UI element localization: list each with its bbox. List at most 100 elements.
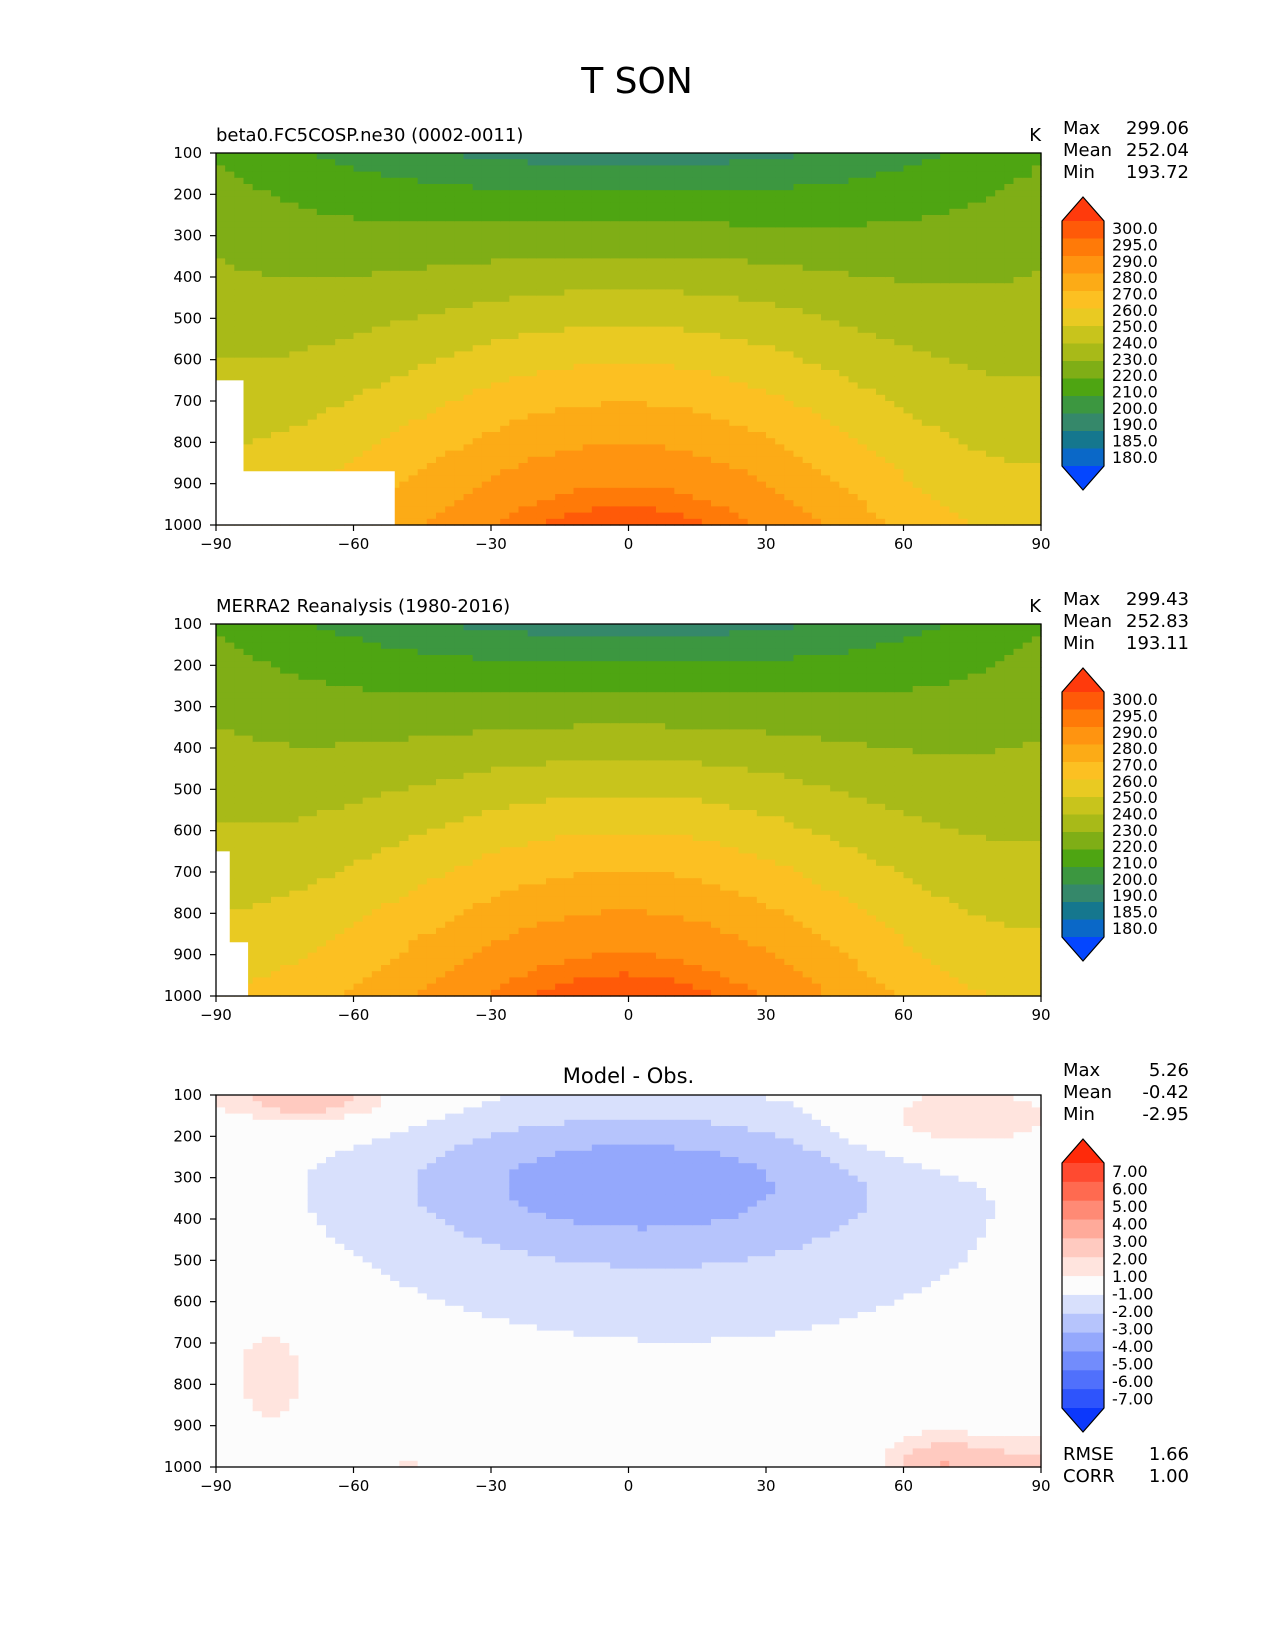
heatmap-cell	[921, 326, 932, 334]
heatmap-cell	[500, 388, 510, 396]
heatmap-cell	[399, 339, 410, 346]
heatmap-cell	[811, 159, 822, 166]
heatmap-cell	[711, 394, 721, 402]
heatmap-cell	[876, 320, 886, 328]
heatmap-cell	[536, 370, 547, 377]
heatmap-cell	[564, 388, 575, 396]
heatmap-cell	[665, 153, 675, 160]
heatmap-cell	[940, 289, 950, 297]
heatmap-cell	[656, 351, 666, 359]
heatmap-cell	[637, 432, 648, 439]
heatmap-cell	[738, 456, 749, 464]
heatmap-cell	[949, 357, 960, 365]
heatmap-cell	[756, 345, 767, 352]
heatmap-cell	[747, 469, 758, 476]
heatmap-cell	[371, 190, 382, 197]
heatmap-cell	[857, 351, 868, 359]
heatmap-cell	[445, 258, 455, 266]
heatmap-cell	[298, 215, 309, 222]
heatmap-cell	[967, 401, 978, 408]
heatmap-cell	[463, 159, 474, 166]
heatmap-cell	[353, 407, 364, 414]
heatmap-cell	[701, 469, 712, 476]
heatmap-cell	[848, 239, 859, 247]
heatmap-cell	[921, 475, 932, 483]
heatmap-cell	[610, 153, 620, 160]
heatmap-cell	[555, 432, 565, 439]
heatmap-cell	[967, 469, 978, 476]
heatmap-cell	[738, 289, 749, 297]
heatmap-cell	[949, 432, 960, 439]
heatmap-cell	[720, 239, 730, 247]
heatmap-cell	[766, 512, 776, 520]
heatmap-cell	[436, 252, 446, 259]
heatmap-cell	[362, 332, 373, 340]
heatmap-cell	[454, 413, 465, 421]
heatmap-cell	[793, 246, 804, 253]
heatmap-cell	[573, 339, 584, 346]
heatmap-cell	[555, 320, 565, 328]
heatmap-cell	[381, 351, 391, 359]
heatmap-cell	[949, 264, 960, 272]
heatmap-cell	[472, 512, 483, 520]
heatmap-cell	[298, 394, 309, 402]
heatmap-cell	[921, 184, 932, 191]
heatmap-cell	[903, 190, 914, 197]
heatmap-cell	[436, 512, 446, 520]
heatmap-cell	[564, 438, 575, 445]
heatmap-cell	[848, 153, 859, 160]
heatmap-cell	[857, 438, 868, 445]
heatmap-cell	[564, 413, 575, 421]
heatmap-cell	[362, 184, 373, 191]
heatmap-cell	[454, 159, 465, 166]
heatmap-cell	[866, 351, 877, 359]
heatmap-cell	[335, 370, 345, 377]
heatmap-cell	[500, 394, 510, 402]
heatmap-cell	[536, 494, 547, 501]
heatmap-cell	[454, 202, 465, 210]
heatmap-cell	[876, 481, 886, 489]
heatmap-cell	[582, 252, 593, 259]
heatmap-cell	[426, 246, 437, 253]
heatmap-cell	[637, 171, 648, 179]
heatmap-cell	[399, 475, 410, 483]
heatmap-cell	[335, 289, 345, 297]
heatmap-cell	[839, 351, 850, 359]
heatmap-cell	[885, 326, 895, 334]
heatmap-cell	[866, 171, 877, 179]
heatmap-cell	[903, 202, 914, 210]
heatmap-cell	[546, 363, 556, 371]
heatmap-cell	[747, 463, 758, 470]
heatmap-cell	[738, 246, 749, 253]
heatmap-cell	[903, 487, 914, 495]
heatmap-cell	[784, 277, 795, 284]
heatmap-cell	[940, 450, 950, 458]
heatmap-cell	[216, 277, 226, 284]
heatmap-cell	[491, 357, 501, 365]
heatmap-cell	[527, 512, 538, 520]
heatmap-cell	[601, 518, 611, 526]
heatmap-cell	[555, 215, 565, 222]
heatmap-cell	[445, 202, 455, 210]
heatmap-cell	[720, 413, 730, 421]
heatmap-cell	[601, 326, 611, 334]
heatmap-cell	[747, 506, 758, 514]
heatmap-cell	[866, 326, 877, 334]
heatmap-cell	[610, 370, 620, 377]
heatmap-cell	[601, 184, 611, 191]
heatmap-cell	[610, 289, 620, 297]
heatmap-cell	[674, 270, 685, 278]
heatmap-cell	[821, 475, 831, 483]
heatmap-cell	[775, 159, 785, 166]
heatmap-cell	[298, 159, 309, 166]
heatmap-cell	[546, 159, 556, 166]
heatmap-cell	[234, 227, 245, 235]
heatmap-cell	[408, 258, 419, 266]
heatmap-cell	[711, 165, 721, 173]
heatmap-cell	[830, 277, 840, 284]
heatmap-cell	[610, 518, 620, 526]
heatmap-cell	[857, 518, 868, 526]
figure-title: T SON	[580, 61, 693, 102]
heatmap-cell	[491, 506, 501, 514]
heatmap-cell	[426, 518, 437, 526]
